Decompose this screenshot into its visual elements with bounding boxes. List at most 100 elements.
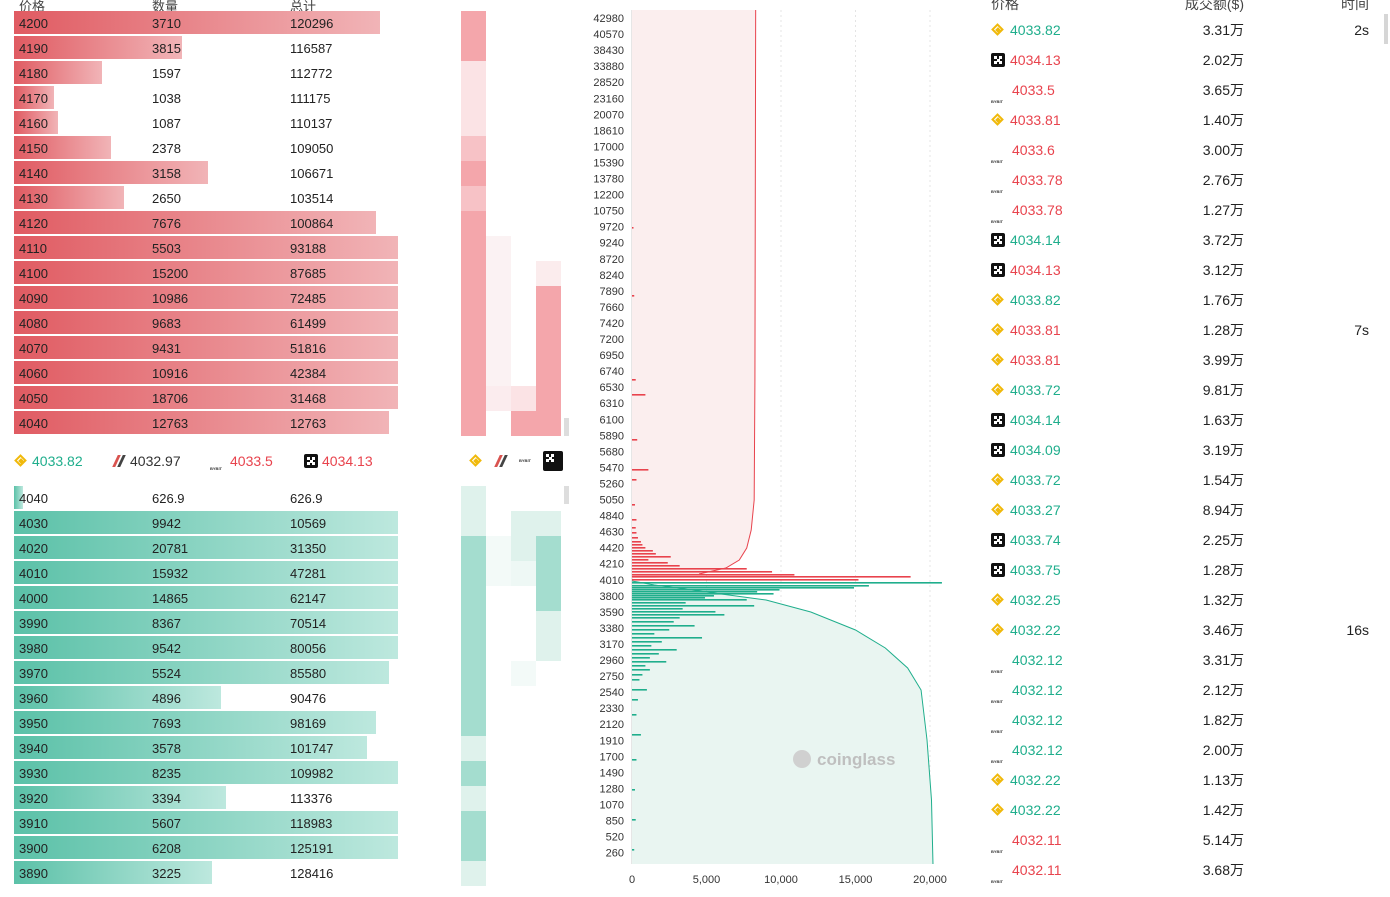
watermark-text: coinglass [817, 750, 895, 769]
bid-row[interactable]: 3930 8235 109982 [14, 761, 455, 786]
trade-row[interactable]: 4033.72 9.81万 [985, 375, 1390, 405]
bid-row[interactable]: 3980 9542 80056 [14, 636, 455, 661]
trade-row[interactable]: 4033.82 1.76万 [985, 285, 1390, 315]
bid-total: 128416 [290, 866, 334, 881]
trade-row[interactable]: 4034.14 1.63万 [985, 405, 1390, 435]
bid-depth-bar [14, 761, 398, 784]
trade-row[interactable]: 4033.74 2.25万 [985, 525, 1390, 555]
trade-row[interactable]: 4034.14 3.72万 [985, 225, 1390, 255]
ask-qty: 2378 [152, 141, 181, 156]
bid-row[interactable]: 4020 20781 31350 [14, 536, 455, 561]
trade-row[interactable]: 4033.75 1.28万 [985, 555, 1390, 585]
bid-row[interactable]: 4040 626.9 626.9 [14, 486, 455, 511]
ask-row[interactable]: 4100 15200 87685 [14, 261, 455, 286]
trade-row[interactable]: 4033.78 2.76万 [985, 165, 1390, 207]
trade-amount: 1.28万 [1202, 562, 1244, 578]
trade-row[interactable]: 4033.82 3.31万 2s [985, 15, 1390, 45]
ask-row[interactable]: 4170 1038 111175 [14, 86, 455, 111]
trade-row[interactable]: 4033.81 1.28万 7s [985, 315, 1390, 345]
trade-price: 4032.12 [1012, 742, 1063, 758]
ask-row[interactable]: 4130 2650 103514 [14, 186, 455, 211]
ask-row[interactable]: 4060 10916 42384 [14, 361, 455, 386]
binance-icon [991, 593, 1005, 607]
ask-row[interactable]: 4190 3815 116587 [14, 36, 455, 61]
ask-row[interactable]: 4150 2378 109050 [14, 136, 455, 161]
heat-scrollbar[interactable] [564, 486, 569, 504]
bid-row[interactable]: 3990 8367 70514 [14, 611, 455, 636]
trade-row[interactable]: 4033.78 1.27万 [985, 195, 1390, 237]
trade-row[interactable]: 4033.27 8.94万 [985, 495, 1390, 525]
bid-depth-bar [14, 686, 221, 709]
bid-row[interactable]: 3910 5607 118983 [14, 811, 455, 836]
trade-row[interactable]: 4032.11 5.14万 [985, 825, 1390, 867]
trade-row[interactable]: 4034.13 2.02万 [985, 45, 1390, 75]
bid-total: 98169 [290, 716, 327, 731]
trade-row[interactable]: 4032.22 1.42万 [985, 795, 1390, 825]
trade-row[interactable]: 4033.81 1.40万 [985, 105, 1390, 135]
bid-row[interactable]: 4030 9942 10569 [14, 511, 455, 536]
ask-row[interactable]: 4040 12763 12763 [14, 411, 455, 436]
trade-row[interactable]: 4033.72 1.54万 [985, 465, 1390, 495]
trade-price: 4032.12 [1012, 652, 1063, 668]
ask-row[interactable]: 4090 10986 72485 [14, 286, 455, 311]
trade-row[interactable]: 4033.6 3.00万 [985, 135, 1390, 177]
exchange-price-item[interactable]: 4032.97 [112, 450, 181, 472]
exchange-price-item[interactable]: 4034.13 [304, 450, 373, 472]
trade-amount: 1.76万 [1202, 292, 1244, 308]
bid-row[interactable]: 4000 14865 62147 [14, 586, 455, 611]
bid-total: 70514 [290, 616, 327, 631]
exchange-price-value: 4033.5 [230, 453, 273, 469]
y-tick-label: 40570 [593, 29, 624, 41]
trade-price-cell: 4033.74 [991, 525, 1061, 555]
trade-row[interactable]: 4032.25 1.32万 [985, 585, 1390, 615]
heat-scrollbar[interactable] [564, 418, 569, 436]
bid-row[interactable]: 3950 7693 98169 [14, 711, 455, 736]
heat-cell [536, 286, 561, 436]
trade-row[interactable]: 4032.12 3.31万 [985, 645, 1390, 687]
okx-icon [991, 53, 1005, 67]
trade-price: 4034.14 [1010, 232, 1061, 248]
trades-header-price: 价格 [991, 0, 1019, 12]
trades-scrollbar[interactable] [1384, 14, 1388, 44]
ask-row[interactable]: 4110 5503 93188 [14, 236, 455, 261]
exchange-price-item[interactable]: 4033.5 [210, 450, 273, 480]
trade-row[interactable]: 4032.12 1.82万 [985, 705, 1390, 747]
trade-row[interactable]: 4033.5 3.65万 [985, 75, 1390, 117]
trade-row[interactable]: 4032.11 3.68万 [985, 855, 1390, 897]
trade-row[interactable]: 4034.09 3.19万 [985, 435, 1390, 465]
trade-row[interactable]: 4032.12 2.00万 [985, 735, 1390, 777]
ask-row[interactable]: 4140 3158 106671 [14, 161, 455, 186]
bid-row[interactable]: 4010 15932 47281 [14, 561, 455, 586]
bid-depth-bar [632, 593, 774, 595]
trade-row[interactable]: 4032.12 2.12万 [985, 675, 1390, 717]
orderbook-header-qty: 数量 [152, 0, 179, 14]
bid-row[interactable]: 3960 4896 90476 [14, 686, 455, 711]
bid-row[interactable]: 3890 3225 128416 [14, 861, 455, 886]
bid-row[interactable]: 3940 3578 101747 [14, 736, 455, 761]
heat-cell [461, 686, 486, 711]
bid-row[interactable]: 3920 3394 113376 [14, 786, 455, 811]
ask-row[interactable]: 4180 1597 112772 [14, 61, 455, 86]
ask-row[interactable]: 4200 3710 120296 [14, 11, 455, 36]
ask-row[interactable]: 4080 9683 61499 [14, 311, 455, 336]
trade-row[interactable]: 4034.13 3.12万 [985, 255, 1390, 285]
bybit-icon [991, 833, 1007, 867]
heat-cell [461, 311, 486, 336]
y-tick-label: 8240 [600, 270, 624, 282]
y-tick-label: 1910 [600, 735, 624, 747]
bid-row[interactable]: 3970 5524 85580 [14, 661, 455, 686]
ask-row[interactable]: 4050 18706 31468 [14, 386, 455, 411]
trade-row[interactable]: 4032.22 3.46万 16s [985, 615, 1390, 645]
exchange-price-item[interactable]: 4033.82 [14, 450, 83, 472]
trade-row[interactable]: 4033.81 3.99万 [985, 345, 1390, 375]
trade-amount: 3.00万 [1202, 142, 1244, 158]
bid-row[interactable]: 3900 6208 125191 [14, 836, 455, 861]
trade-amount: 3.31万 [1202, 652, 1244, 668]
trade-amount: 9.81万 [1202, 382, 1244, 398]
ask-row[interactable]: 4120 7676 100864 [14, 211, 455, 236]
ask-row[interactable]: 4160 1087 110137 [14, 111, 455, 136]
trade-price-cell: 4032.12 [991, 645, 1063, 687]
bid-total: 90476 [290, 691, 327, 706]
trade-row[interactable]: 4032.22 1.13万 [985, 765, 1390, 795]
ask-row[interactable]: 4070 9431 51816 [14, 336, 455, 361]
